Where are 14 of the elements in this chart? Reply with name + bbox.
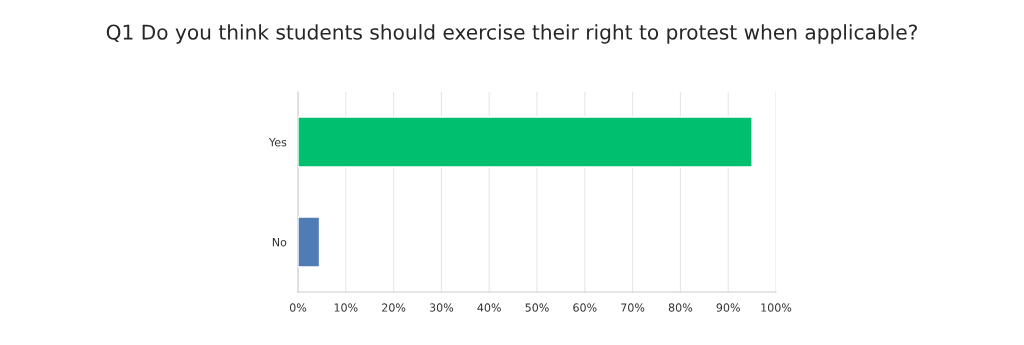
x-tick-label: 100% [761,303,792,312]
x-tick-label: 60% [573,303,597,312]
y-tick-label: No [272,238,287,247]
x-tick-label: 0% [289,303,307,312]
x-tick-label: 50% [525,303,549,312]
x-tick-label: 70% [621,303,645,312]
x-tick-label: 90% [716,303,740,312]
x-tick-label: 20% [382,303,406,312]
x-tick-label: 40% [477,303,501,312]
x-tick-label: 80% [668,303,693,312]
chart-title: Q1 Do you think students should exercise their right to protest when applicable? [106,24,917,44]
x-tick-label: 30% [429,303,454,312]
y-tick-label: Yes [268,138,287,147]
x-tick-label: 10% [334,303,358,312]
